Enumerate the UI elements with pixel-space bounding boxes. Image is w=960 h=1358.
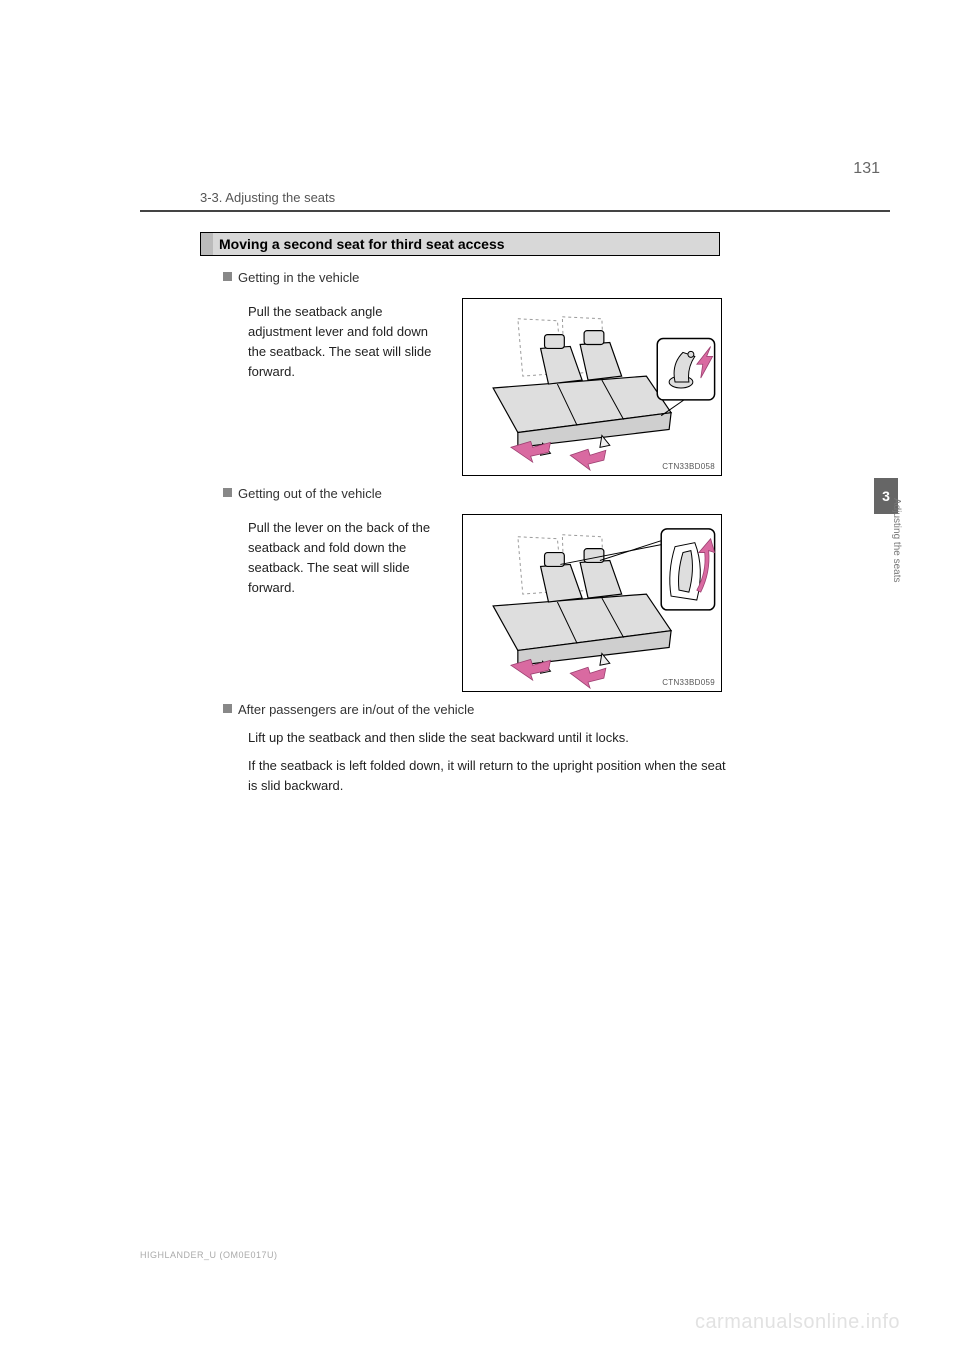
body-after: Lift up the seatback and then slide the … [248,728,728,796]
body-after-p2: If the seatback is left folded down, it … [248,756,728,796]
footer-doc-code: HIGHLANDER_U (OM0E017U) [140,1250,278,1260]
subheading-getting-out: Getting out of the vehicle [223,486,382,501]
figure-seat-lever-back: CTN33BD059 [462,514,722,692]
body-getting-out: Pull the lever on the back of the seatba… [248,518,448,599]
section-title-bar: Moving a second seat for third seat acce… [200,232,720,256]
square-bullet-icon [223,272,232,281]
breadcrumb: 3-3. Adjusting the seats [200,190,335,205]
watermark: carmanualsonline.info [695,1311,900,1334]
page-number: 131 [853,160,880,178]
manual-page: 131 3-3. Adjusting the seats Moving a se… [0,0,960,1358]
subheading-1-text: Getting in the vehicle [238,270,359,285]
chapter-side-label: Adjusting the seats [891,498,902,528]
square-bullet-icon [223,704,232,713]
section-title: Moving a second seat for third seat acce… [219,236,505,252]
seat-diagram-2 [463,515,721,691]
figure-code-1: CTN33BD058 [662,462,715,471]
subheading-3-text: After passengers are in/out of the vehic… [238,702,474,717]
body-after-p1: Lift up the seatback and then slide the … [248,728,728,748]
chapter-number: 3 [882,488,890,504]
subheading-after: After passengers are in/out of the vehic… [223,702,474,717]
subheading-getting-in: Getting in the vehicle [223,270,359,285]
square-bullet-icon [223,488,232,497]
body-getting-in: Pull the seatback angle adjustment lever… [248,302,448,383]
seat-diagram-1 [463,299,721,475]
figure-seat-lever-side: CTN33BD058 [462,298,722,476]
figure-code-2: CTN33BD059 [662,678,715,687]
header-rule [140,210,890,212]
subheading-2-text: Getting out of the vehicle [238,486,382,501]
